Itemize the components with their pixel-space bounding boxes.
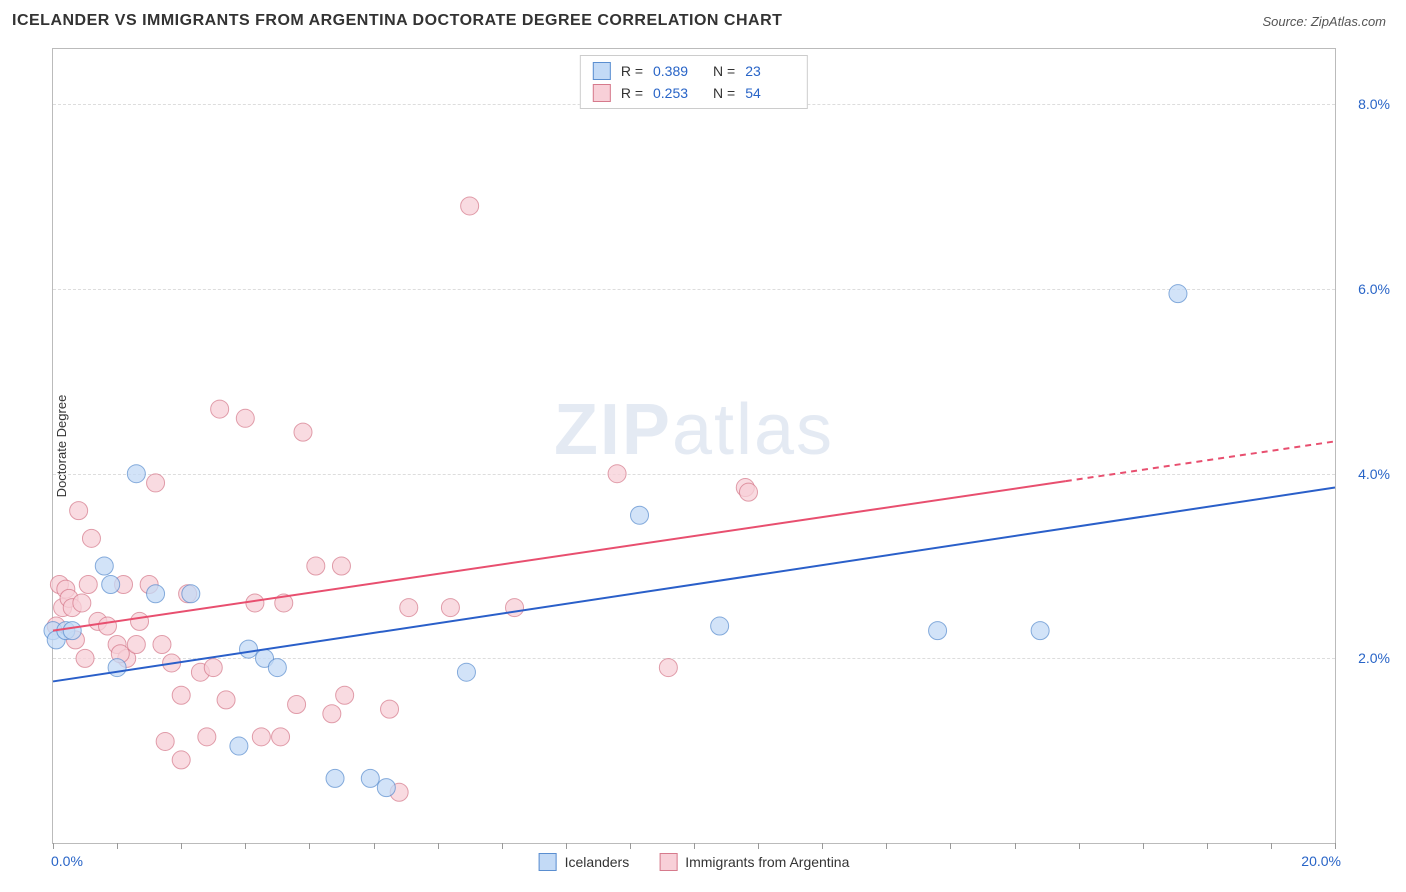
data-point [288, 696, 306, 714]
data-point [131, 612, 149, 630]
source-credit: Source: ZipAtlas.com [1262, 14, 1386, 29]
data-point [95, 557, 113, 575]
data-point [182, 585, 200, 603]
x-tick [502, 843, 503, 849]
data-point [608, 465, 626, 483]
x-tick [822, 843, 823, 849]
data-point [336, 686, 354, 704]
data-point [323, 705, 341, 723]
swatch-icon [539, 853, 557, 871]
data-point [153, 636, 171, 654]
chart-title: ICELANDER VS IMMIGRANTS FROM ARGENTINA D… [12, 12, 782, 30]
data-point [76, 649, 94, 667]
y-tick-label: 2.0% [1358, 650, 1390, 666]
x-tick [1271, 843, 1272, 849]
data-point [98, 617, 116, 635]
x-tick [309, 843, 310, 849]
data-point [400, 599, 418, 617]
x-tick [1079, 843, 1080, 849]
data-point [102, 575, 120, 593]
swatch-icon [659, 853, 677, 871]
y-tick-label: 4.0% [1358, 466, 1390, 482]
data-point [217, 691, 235, 709]
data-point [506, 599, 524, 617]
data-point [631, 506, 649, 524]
data-point [211, 400, 229, 418]
swatch-icon [593, 62, 611, 80]
data-point [127, 465, 145, 483]
x-tick [886, 843, 887, 849]
trendline-extrapolated [1066, 441, 1335, 481]
data-point [307, 557, 325, 575]
data-point [127, 636, 145, 654]
data-point [246, 594, 264, 612]
data-point [240, 640, 258, 658]
data-point [108, 659, 126, 677]
x-tick [438, 843, 439, 849]
data-point [381, 700, 399, 718]
data-point [156, 732, 174, 750]
data-point [294, 423, 312, 441]
x-tick [181, 843, 182, 849]
header: ICELANDER VS IMMIGRANTS FROM ARGENTINA D… [0, 0, 1406, 38]
data-point [1169, 285, 1187, 303]
x-tick [117, 843, 118, 849]
data-point [1031, 622, 1049, 640]
x-tick [1015, 843, 1016, 849]
data-point [326, 769, 344, 787]
data-point [198, 728, 216, 746]
data-point [929, 622, 947, 640]
x-axis-min-label: 0.0% [51, 853, 83, 869]
scatter-svg [53, 49, 1335, 843]
x-tick [566, 843, 567, 849]
chart-plot-area: ZIPatlas R = 0.389 N = 23 R = 0.253 N = … [52, 48, 1336, 844]
x-tick [950, 843, 951, 849]
trendline [53, 488, 1335, 682]
legend-row: R = 0.389 N = 23 [593, 60, 795, 82]
legend-row: R = 0.253 N = 54 [593, 82, 795, 104]
data-point [236, 409, 254, 427]
data-point [79, 575, 97, 593]
correlation-legend: R = 0.389 N = 23 R = 0.253 N = 54 [580, 55, 808, 109]
data-point [461, 197, 479, 215]
data-point [70, 502, 88, 520]
data-point [230, 737, 248, 755]
data-point [711, 617, 729, 635]
data-point [73, 594, 91, 612]
data-point [82, 529, 100, 547]
data-point [252, 728, 270, 746]
trendline [53, 481, 1066, 631]
x-tick [1207, 843, 1208, 849]
series-legend: Icelanders Immigrants from Argentina [539, 853, 850, 871]
data-point [332, 557, 350, 575]
data-point [361, 769, 379, 787]
data-point [739, 483, 757, 501]
x-tick [630, 843, 631, 849]
data-point [172, 751, 190, 769]
data-point [172, 686, 190, 704]
x-tick [374, 843, 375, 849]
data-point [441, 599, 459, 617]
y-tick-label: 8.0% [1358, 96, 1390, 112]
data-point [147, 474, 165, 492]
y-tick-label: 6.0% [1358, 281, 1390, 297]
data-point [63, 622, 81, 640]
x-tick [694, 843, 695, 849]
swatch-icon [593, 84, 611, 102]
x-tick [1335, 843, 1336, 849]
x-tick [1143, 843, 1144, 849]
x-tick [53, 843, 54, 849]
data-point [272, 728, 290, 746]
legend-item: Icelanders [539, 853, 630, 871]
x-axis-max-label: 20.0% [1301, 853, 1341, 869]
x-tick [758, 843, 759, 849]
data-point [377, 779, 395, 797]
data-point [268, 659, 286, 677]
data-point [147, 585, 165, 603]
x-tick [245, 843, 246, 849]
data-point [204, 659, 222, 677]
legend-item: Immigrants from Argentina [659, 853, 849, 871]
data-point [659, 659, 677, 677]
data-point [457, 663, 475, 681]
